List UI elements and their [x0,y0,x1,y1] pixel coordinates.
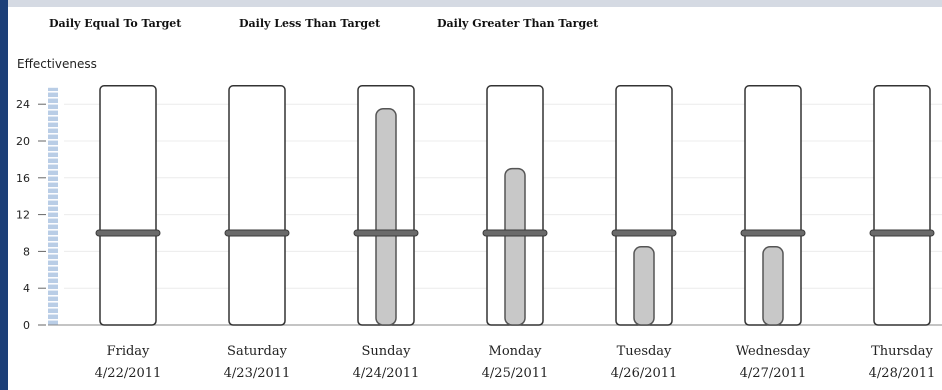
value-bar [633,246,655,326]
legend-greater-than-target: Daily Greater Than Target [437,17,599,30]
x-tick-label-day: Saturday [227,344,288,359]
target-marker [740,229,806,237]
chart-frame: Daily Equal To Target Daily Less Than Ta… [8,0,942,390]
target-marker [611,229,677,237]
value-bar [762,246,784,326]
chart-plot: 0 4 8 12 16 20 24 Friday 4/22/2011 Saturday 4/23/2… [16,85,942,381]
range-box [873,85,931,326]
x-tick-label-date: 4/24/2011 [353,366,420,381]
value-bar [504,167,526,326]
x-tick-label-date: 4/22/2011 [95,366,162,381]
top-strip [8,0,942,7]
y-tick-label: 8 [23,245,30,258]
x-tick-label-day: Tuesday [617,344,672,359]
x-tick-label-day: Monday [489,344,543,359]
y-tick-label: 12 [16,209,30,222]
y-tick-label: 4 [23,282,30,295]
target-marker [95,229,161,237]
y-tick-label: 24 [16,98,30,111]
x-tick-label-date: 4/27/2011 [740,366,807,381]
range-box [228,85,286,326]
y-tick-label: 20 [16,135,30,148]
target-marker [224,229,290,237]
y-tick-label: 0 [23,319,30,332]
x-tick-label-day: Thursday [871,344,933,359]
legend-equal-to-target: Daily Equal To Target [49,17,182,30]
y-tick-label: 16 [16,172,30,185]
x-tick-label-day: Sunday [361,344,411,359]
y-axis-label: Effectiveness [17,57,97,71]
x-tick-label-day: Wednesday [736,344,811,359]
x-tick-label-date: 4/25/2011 [482,366,549,381]
x-tick-label-day: Friday [107,344,150,359]
target-marker [353,229,419,237]
legend-less-than-target: Daily Less Than Target [239,17,381,30]
x-tick-label-date: 4/23/2011 [224,366,291,381]
x-tick-label-date: 4/28/2011 [869,366,936,381]
value-bar [375,108,397,326]
target-marker [869,229,935,237]
range-box [99,85,157,326]
target-marker [482,229,548,237]
x-tick-label-date: 4/26/2011 [611,366,678,381]
